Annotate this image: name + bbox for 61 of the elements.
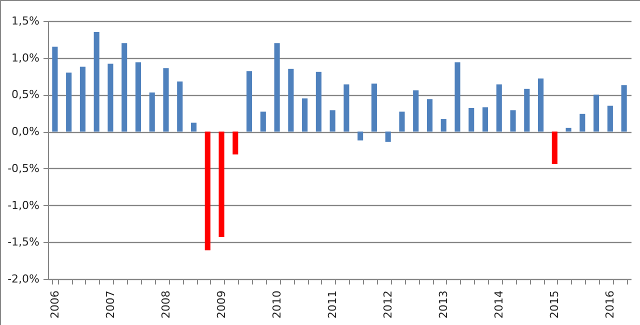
bar bbox=[358, 132, 364, 140]
bar bbox=[607, 106, 613, 132]
bar bbox=[246, 71, 252, 132]
bar bbox=[316, 72, 322, 132]
bar bbox=[330, 110, 336, 132]
bar bbox=[468, 108, 474, 132]
bar bbox=[232, 132, 238, 154]
x-tick-label: 2007 bbox=[104, 290, 117, 318]
bar bbox=[135, 62, 141, 132]
x-tick-label: 2012 bbox=[382, 290, 395, 318]
bar bbox=[204, 132, 210, 250]
bar bbox=[594, 94, 600, 132]
y-tick-label: -2,0% bbox=[8, 272, 40, 286]
x-tick-label: 2013 bbox=[437, 290, 450, 318]
bar bbox=[371, 84, 377, 132]
bar bbox=[566, 128, 572, 132]
bar bbox=[454, 62, 460, 132]
bar bbox=[108, 64, 114, 132]
bar bbox=[496, 84, 502, 132]
bar bbox=[538, 78, 544, 132]
y-tick-label: 0,0% bbox=[12, 125, 40, 138]
y-tick-label: -1,0% bbox=[8, 198, 40, 212]
bar bbox=[580, 114, 586, 132]
bar bbox=[552, 132, 558, 164]
y-tick-label: -0,5% bbox=[8, 162, 40, 175]
bar bbox=[80, 66, 86, 132]
bar bbox=[190, 122, 197, 132]
bar bbox=[621, 85, 627, 132]
bar bbox=[510, 110, 516, 132]
bar bbox=[149, 92, 155, 132]
bar bbox=[413, 90, 419, 132]
bar bbox=[426, 99, 432, 132]
bar bbox=[163, 68, 169, 132]
y-tick-label: 1,5% bbox=[12, 14, 40, 28]
bar bbox=[122, 43, 128, 132]
bar bbox=[399, 112, 405, 132]
y-tick-label: 0,5% bbox=[12, 88, 40, 102]
bar bbox=[385, 132, 391, 142]
x-tick-label: 2010 bbox=[270, 290, 284, 318]
bar bbox=[66, 72, 72, 132]
bar bbox=[524, 88, 530, 132]
x-tick-label: 2008 bbox=[159, 290, 172, 318]
y-tick-label: -1,5% bbox=[8, 236, 40, 249]
bar bbox=[52, 46, 58, 132]
x-tick-label: 2015 bbox=[548, 290, 562, 318]
bar bbox=[274, 43, 280, 132]
x-tick-label: 2016 bbox=[604, 290, 617, 318]
y-tick-label: 1,0% bbox=[12, 51, 40, 64]
x-tick-label: 2006 bbox=[48, 290, 62, 318]
bar bbox=[260, 112, 266, 132]
bar bbox=[288, 68, 294, 132]
x-tick-label: 2009 bbox=[215, 290, 228, 318]
bar bbox=[218, 132, 224, 237]
bar bbox=[302, 98, 308, 132]
bar bbox=[344, 84, 350, 132]
x-tick-label: 2011 bbox=[326, 290, 340, 318]
bar bbox=[94, 32, 100, 132]
bar bbox=[482, 107, 488, 132]
bar bbox=[440, 119, 446, 132]
x-tick-label: 2014 bbox=[492, 290, 506, 318]
bar bbox=[177, 81, 183, 132]
